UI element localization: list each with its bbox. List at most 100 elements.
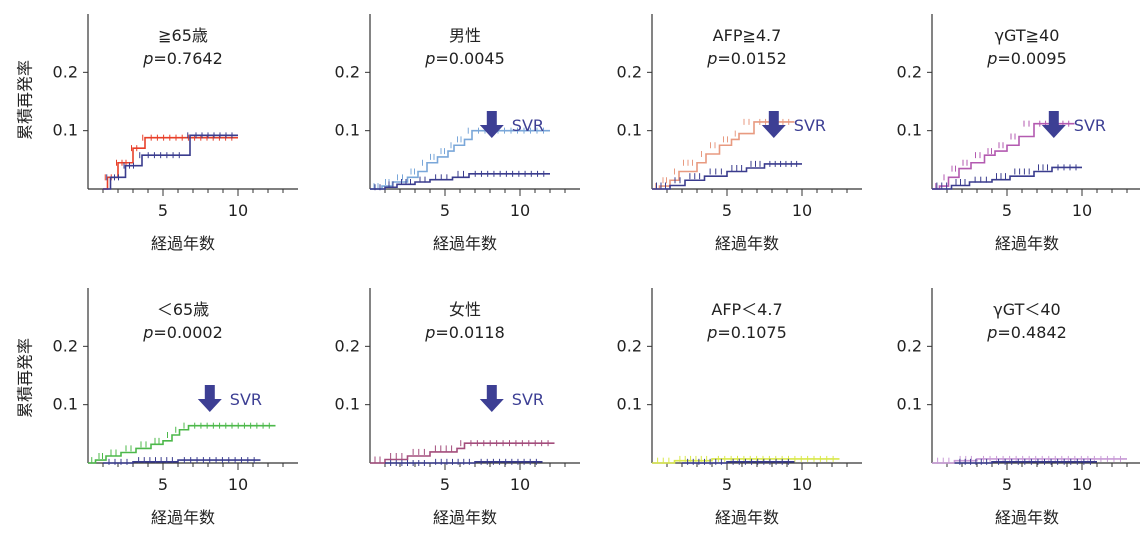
y-tick-label: 0.2 (53, 336, 78, 355)
series-line (652, 163, 802, 190)
y-tick-label: 0.2 (335, 336, 360, 355)
panel-8: 5 10 0.1 0.2 経過年数 γGT＜40 p=0.4842 (897, 288, 1140, 527)
x-axis-label: 経過年数 (715, 508, 779, 527)
x-tick-label: 10 (228, 201, 248, 220)
y-tick-label: 0.2 (897, 62, 922, 81)
x-tick-label: 5 (440, 475, 450, 494)
y-tick-label: 0.2 (897, 336, 922, 355)
p-value: =0.0002 (153, 323, 222, 342)
x-axis-label: 経過年数 (715, 234, 779, 253)
p-value-label: p=0.0152 (706, 49, 787, 68)
x-tick-label: 5 (440, 201, 450, 220)
p-value-label: p=0.0002 (142, 323, 223, 342)
y-tick-label: 0.1 (897, 395, 922, 414)
p-value: =0.0045 (435, 49, 504, 68)
x-tick-label: 5 (722, 475, 732, 494)
x-axis-label: 経過年数 (995, 508, 1059, 527)
y-tick-label: 0.1 (53, 121, 78, 140)
panel-title: γGT≧40 (995, 26, 1060, 45)
x-tick-label: 10 (228, 475, 248, 494)
p-value-label: p=0.4842 (986, 323, 1067, 342)
x-tick-label: 5 (158, 201, 168, 220)
x-tick-label: 10 (510, 475, 530, 494)
x-tick-label: 5 (1002, 201, 1012, 220)
p-value: =0.1075 (717, 323, 786, 342)
x-axis-label: 経過年数 (151, 508, 215, 527)
svr-label: SVR (230, 390, 262, 409)
series-1 (932, 455, 1127, 464)
panel-7: 5 10 0.1 0.2 経過年数 AFP＜4.7 p=0.1075 (617, 288, 862, 527)
series-2 (652, 160, 802, 190)
series-line (932, 122, 1075, 190)
svr-label: SVR (1074, 116, 1106, 135)
x-tick-label: 10 (510, 201, 530, 220)
y-tick-label: 0.1 (53, 395, 78, 414)
series-1 (370, 440, 555, 464)
p-value: =0.7642 (153, 49, 222, 68)
series-1 (370, 127, 550, 190)
series-2 (103, 457, 261, 465)
panel-title: ≧65歳 (158, 26, 208, 45)
y-tick-label: 0.2 (335, 62, 360, 81)
panel-title: ＜65歳 (157, 300, 209, 319)
p-value: =0.0152 (717, 49, 786, 68)
series-line (370, 173, 550, 190)
y-tick-label: 0.1 (617, 395, 642, 414)
y-tick-label: 0.2 (617, 336, 642, 355)
svr-arrow-icon (479, 111, 504, 138)
series-line (370, 442, 555, 464)
panel-title: AFP＜4.7 (711, 300, 782, 319)
svr-label: SVR (794, 116, 826, 135)
series-2 (103, 132, 238, 190)
panel-title: 男性 (449, 26, 481, 45)
y-tick-label: 0.1 (335, 121, 360, 140)
y-tick-label: 0.1 (335, 395, 360, 414)
svr-arrow-icon (1041, 111, 1066, 138)
series-line (932, 166, 1082, 190)
series-2 (370, 170, 550, 191)
y-axis-label: 累積再発率 (16, 338, 35, 418)
x-tick-label: 10 (1072, 201, 1092, 220)
p-value: =0.0118 (435, 323, 504, 342)
series-2 (385, 458, 543, 466)
x-tick-label: 10 (1072, 475, 1092, 494)
series-line (103, 134, 238, 190)
x-tick-label: 10 (792, 475, 812, 494)
x-tick-label: 5 (722, 201, 732, 220)
y-tick-label: 0.2 (617, 62, 642, 81)
svr-arrow-icon (197, 385, 222, 412)
series-line (88, 424, 276, 464)
y-tick-label: 0.2 (53, 62, 78, 81)
svr-arrow-icon (761, 111, 786, 138)
x-axis-label: 経過年数 (433, 508, 497, 527)
series-line (103, 136, 238, 190)
y-tick-label: 0.1 (897, 121, 922, 140)
p-value-label: p=0.1075 (706, 323, 787, 342)
p-value-label: p=0.0095 (986, 49, 1067, 68)
series-2 (682, 458, 795, 465)
x-axis-label: 経過年数 (995, 234, 1059, 253)
svr-label: SVR (512, 390, 544, 409)
svr-arrow-icon (479, 385, 504, 412)
series-2 (932, 164, 1082, 190)
series-2 (954, 458, 1097, 465)
panel-title: AFP≧4.7 (713, 26, 782, 45)
panel-title: γGT＜40 (993, 300, 1060, 319)
x-tick-label: 5 (1002, 475, 1012, 494)
panel-6: 5 10 0.1 0.2 経過年数 女性 p=0.0118 SVR (335, 288, 580, 527)
p-value: =0.4842 (997, 323, 1066, 342)
panel-4: 5 10 0.1 0.2 経過年数 γGT≧40 p=0.0095 SVR (897, 14, 1140, 253)
p-value: =0.0095 (997, 49, 1066, 68)
x-tick-label: 5 (158, 475, 168, 494)
p-value-label: p=0.7642 (142, 49, 223, 68)
y-tick-label: 0.1 (617, 121, 642, 140)
panel-3: 5 10 0.1 0.2 経過年数 AFP≧4.7 p=0.0152 SVR (617, 14, 862, 253)
series-1 (103, 134, 238, 190)
series-line (385, 461, 543, 464)
x-axis-label: 経過年数 (433, 234, 497, 253)
p-value-label: p=0.0118 (424, 323, 505, 342)
panel-title: 女性 (449, 300, 481, 319)
x-axis-label: 経過年数 (151, 234, 215, 253)
